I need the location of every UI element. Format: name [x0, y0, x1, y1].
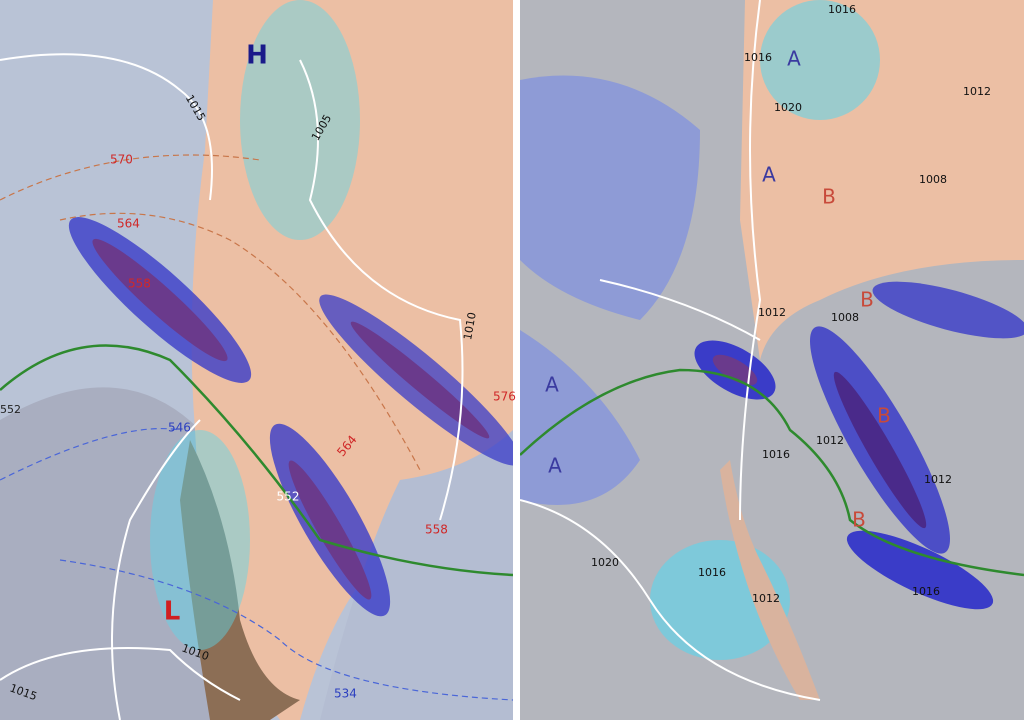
thickness-label: 552	[277, 490, 300, 504]
isobar-label: 1015	[183, 93, 208, 124]
isobar-label: 1008	[919, 173, 947, 186]
thickness-label: 552	[0, 403, 21, 416]
high-pressure: A	[762, 163, 776, 187]
isobar-label: 1012	[758, 306, 786, 319]
isobar-label: 1012	[963, 85, 991, 98]
low-pressure: B	[822, 185, 836, 209]
high-pressure: H	[246, 41, 268, 71]
thickness-label: 558	[425, 523, 448, 537]
isobar-label: 1012	[924, 473, 952, 486]
low-pressure: L	[164, 597, 181, 627]
low-pressure: B	[852, 508, 866, 532]
isobar-label: 1016	[762, 448, 790, 461]
thickness-label: 546	[168, 421, 191, 435]
high-pressure: A	[548, 454, 562, 478]
isobar-label: 1012	[816, 434, 844, 447]
isobar-label: 1016	[828, 3, 856, 16]
isobar-label: 1010	[461, 311, 479, 341]
isobar-label: 1016	[744, 51, 772, 64]
left-map	[0, 0, 513, 720]
thickness-label: 576	[493, 390, 516, 404]
thickness-label: 534	[334, 687, 357, 701]
isobar-label: 1016	[912, 585, 940, 598]
thickness-label: 564	[117, 217, 140, 231]
thickness-label: 564	[334, 433, 359, 460]
isobar-label: 1005	[309, 112, 334, 143]
high-pressure: A	[787, 47, 801, 71]
isobar-label: 1015	[8, 681, 39, 703]
right-map	[520, 0, 1024, 720]
low-pressure: B	[860, 288, 874, 312]
isobar-label: 1008	[831, 311, 859, 324]
isobar-label: 1020	[591, 556, 619, 569]
isobar-label: 1012	[752, 592, 780, 605]
high-pressure: A	[545, 373, 559, 397]
isobar-label: 1010	[180, 641, 211, 663]
isobar-label: 1016	[698, 566, 726, 579]
thickness-label: 570	[110, 153, 133, 167]
thickness-label: 558	[128, 277, 151, 291]
low-pressure: B	[877, 404, 891, 428]
isobar-label: 1020	[774, 101, 802, 114]
